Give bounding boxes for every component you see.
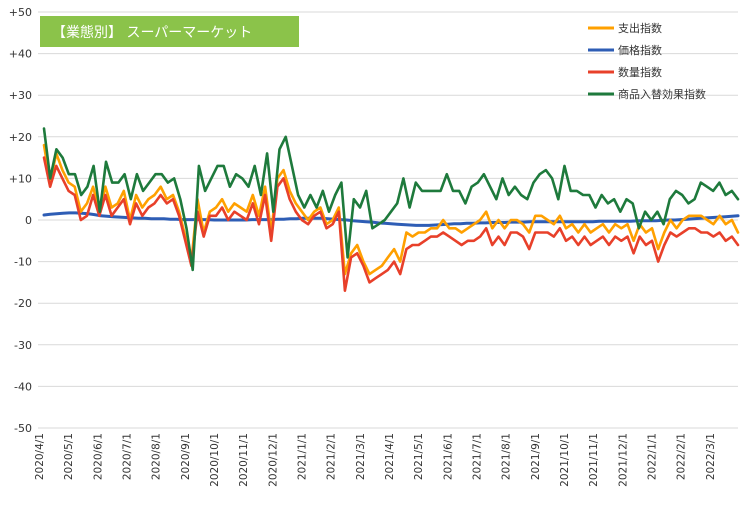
x-tick-label: 2020/11/1 [238,433,250,487]
x-tick-label: 2021/2/1 [326,433,338,480]
x-tick-label: 2021/9/1 [530,433,542,480]
x-tick-label: 2022/2/1 [676,433,688,480]
y-tick-label: 0 [25,214,32,227]
x-tick-label: 2020/4/1 [34,433,46,480]
x-tick-label: 2022/3/1 [705,433,717,480]
y-tick-label: +10 [9,172,32,185]
x-tick-label: 2020/6/1 [92,433,104,480]
legend-label: 支出指数 [618,21,662,35]
x-axis-ticks: 2020/4/1 2020/5/1 2020/6/1 2020/7/1 2020/8/1… [34,433,717,487]
x-tick-label: 2021/7/1 [472,433,484,480]
x-tick-label: 2021/3/1 [355,433,367,480]
x-tick-label: 2020/9/1 [180,433,192,480]
x-tick-label: 2021/8/1 [501,433,513,480]
x-tick-label: 2020/10/1 [209,433,221,487]
y-tick-label: -50 [14,422,32,435]
x-tick-label: 2022/1/1 [647,433,659,480]
legend-label: 商品入替効果指数 [618,87,706,101]
y-tick-label: -30 [14,339,32,352]
series-line-0 [42,143,740,276]
series-line-1 [42,211,740,227]
x-tick-label: 2021/4/1 [384,433,396,480]
y-tick-label: -40 [14,380,32,393]
series-lines [42,127,740,293]
x-tick-label: 2021/12/1 [617,433,629,487]
y-tick-label: +50 [9,6,32,19]
legend-label: 価格指数 [618,43,662,57]
y-tick-label: +40 [9,48,32,61]
x-tick-label: 2020/8/1 [151,433,163,480]
x-tick-label: 2020/7/1 [122,433,134,480]
y-tick-label: -20 [14,297,32,310]
x-tick-label: 2021/10/1 [559,433,571,487]
legend-label: 数量指数 [618,65,662,79]
x-tick-label: 2021/1/1 [297,433,309,480]
x-tick-label: 2020/12/1 [267,433,279,487]
x-tick-label: 2020/5/1 [63,433,75,480]
series-line-2 [42,156,740,293]
y-tick-label: +30 [9,89,32,102]
chart-title-background [40,16,299,47]
x-tick-label: 2021/11/1 [588,433,600,487]
x-tick-label: 2021/5/1 [413,433,425,480]
chart-title-box: 【業態別】 スーパーマーケット [40,16,299,47]
x-tick-label: 2021/6/1 [442,433,454,480]
chart-title: 【業態別】 スーパーマーケット [52,25,252,41]
series-line-3 [42,127,740,272]
y-tick-label: -10 [14,256,32,269]
y-tick-label: +20 [9,131,32,144]
y-axis-ticks: +50 +40 +30 +20 +10 0 -10 -20 -30 -40 -50 [9,6,32,435]
